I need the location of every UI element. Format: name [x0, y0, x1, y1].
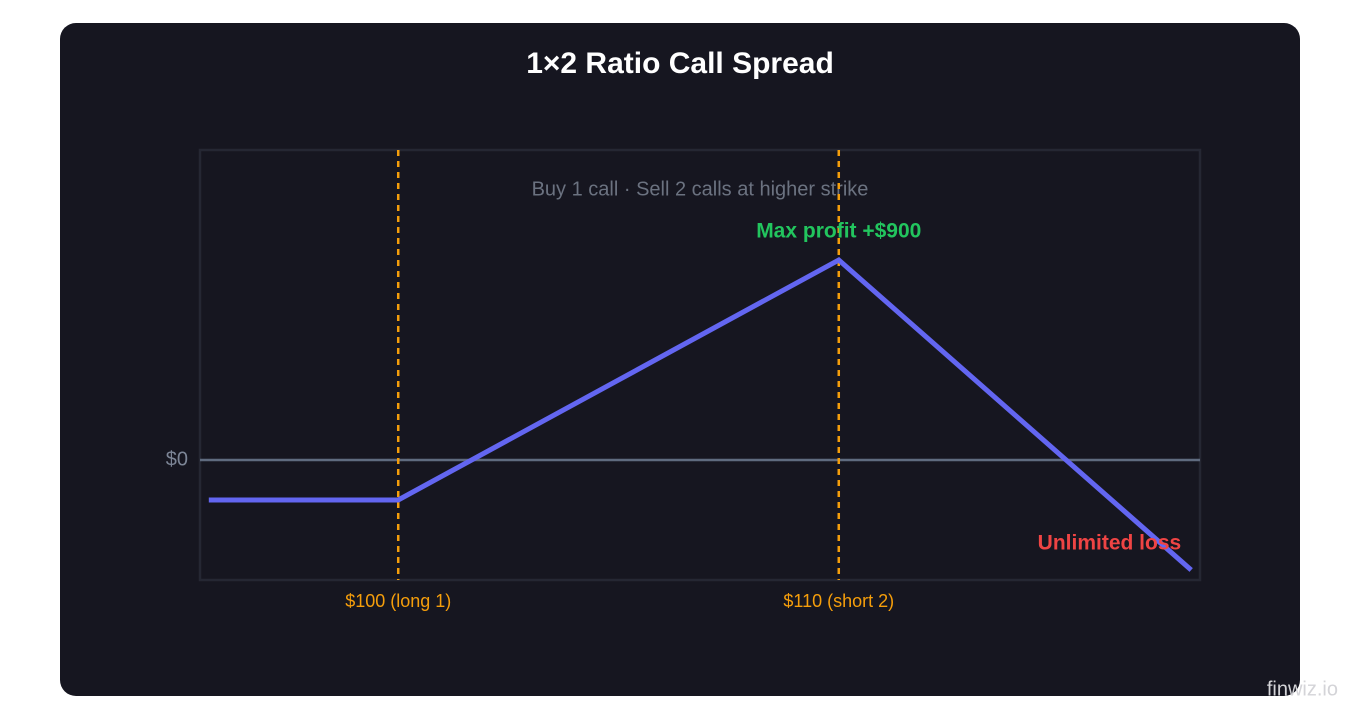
- annotation: Max profit +$900: [756, 220, 921, 243]
- plot-frame: [198, 148, 1202, 582]
- card: [60, 23, 1300, 696]
- subtitle: Buy 1 call · Sell 2 calls at higher stri…: [532, 178, 869, 200]
- watermark: finwiz.io: [1267, 678, 1338, 700]
- payoff-line: [208, 256, 1193, 572]
- y-tick-label: $0: [166, 448, 188, 470]
- annotation: Unlimited loss: [1038, 532, 1182, 555]
- x-tick-label: $100 (long 1): [345, 591, 451, 611]
- x-tick-label: $110 (short 2): [783, 591, 894, 611]
- chart-title: 1×2 Ratio Call Spread: [526, 47, 834, 80]
